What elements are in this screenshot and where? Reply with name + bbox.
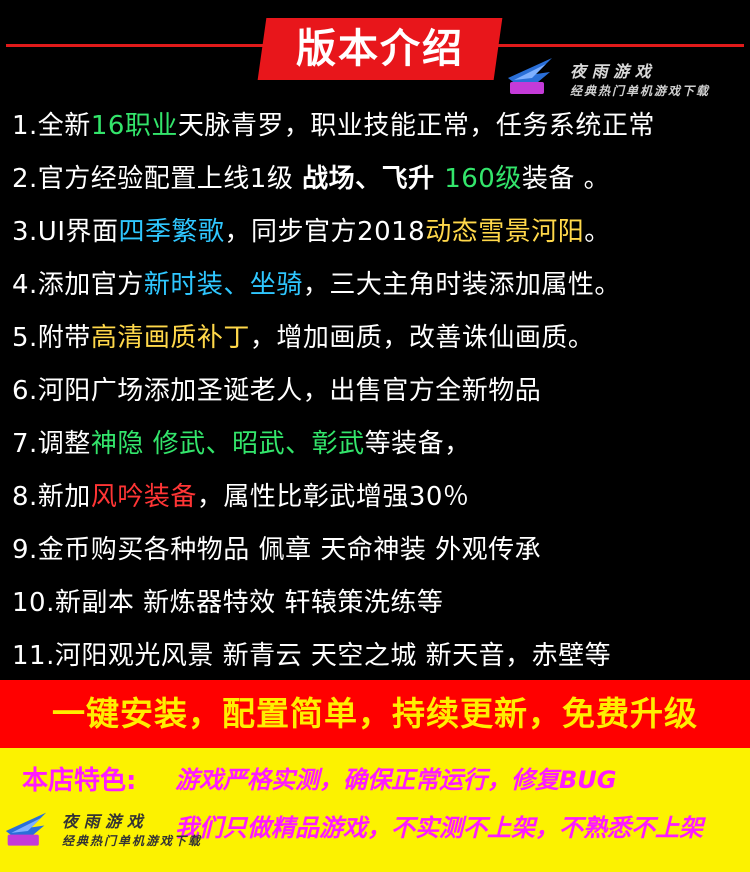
feature-text: ，属性比彰武增强30％	[196, 482, 470, 512]
feature-text: 4.添加官方	[12, 270, 144, 300]
feature-text: 10.新副本 新炼器特效 轩辕策洗练等	[12, 588, 444, 618]
bird-logo-icon	[5, 812, 47, 846]
feature-text: ，三大主角时装添加属性。	[302, 270, 621, 300]
shop-feature-line-2: 我们只做精品游戏，不实测不上架，不熟悉不上架	[175, 814, 703, 842]
shop-features-panel	[0, 748, 750, 872]
shop-feature-line-1: 游戏严格实测，确保正常运行，修复BUG	[175, 766, 617, 794]
feature-line: 2.官方经验配置上线1级 战场、飞升 160级装备 。	[12, 157, 742, 210]
brand-logo-top: 夜 雨 游 戏 经典热门单机游戏下载	[506, 56, 746, 104]
feature-text: 1.全新	[12, 111, 91, 141]
feature-text: 2.官方经验配置上线1级	[12, 164, 303, 194]
feature-text: 装备 。	[521, 164, 611, 194]
feature-highlight: 16职业	[90, 111, 178, 141]
feature-highlight: 动态雪景河阳	[425, 217, 585, 247]
feature-line: 9.金币购买各种物品 佩章 天命神装 外观传承	[12, 528, 742, 581]
page-title: 版本介绍	[296, 26, 464, 72]
bird-logo-icon	[508, 58, 552, 94]
feature-text: ，增加画质，改善诛仙画质。	[249, 323, 595, 353]
feature-text: 。	[584, 217, 611, 247]
feature-line: 10.新副本 新炼器特效 轩辕策洗练等	[12, 581, 742, 634]
brand-slogan: 经典热门单机游戏下载	[62, 834, 203, 848]
feature-text: 9.金币购买各种物品 佩章 天命神装 外观传承	[12, 535, 542, 565]
brand-name: 夜 雨 游 戏	[570, 62, 651, 81]
brand-name: 夜 雨 游 戏	[62, 812, 143, 831]
feature-list: 1.全新16职业天脉青罗，职业技能正常，任务系统正常 2.官方经验配置上线1级 战…	[12, 104, 742, 687]
shop-features-label: 本店特色:	[22, 766, 137, 796]
feature-line: 8.新加风吟装备，属性比彰武增强30％	[12, 475, 742, 528]
feature-highlight: 四季繁歌	[118, 217, 225, 247]
header-line-left	[6, 44, 268, 47]
feature-text: 7.调整	[12, 429, 91, 459]
feature-text: 天脉青罗，职业技能正常，任务系统正常	[177, 111, 655, 141]
feature-text: 8.新加	[12, 482, 91, 512]
feature-highlight: 新时装、坐骑	[143, 270, 303, 300]
feature-line: 11.河阳观光风景 新青云 天空之城 新天音，赤壁等	[12, 634, 742, 687]
promo-banner	[0, 680, 750, 748]
brand-slogan: 经典热门单机游戏下载	[570, 84, 711, 98]
feature-text: 11.河阳观光风景 新青云 天空之城 新天音，赤壁等	[12, 641, 612, 671]
feature-text: 6.河阳广场添加圣诞老人，出售官方全新物品	[12, 376, 542, 406]
feature-highlight: 风吟装备	[90, 482, 197, 512]
feature-line: 3.UI界面四季繁歌，同步官方2018动态雪景河阳。	[12, 210, 742, 263]
feature-line: 7.调整神隐 修武、昭武、彰武等装备，	[12, 422, 742, 475]
header-line-right	[494, 44, 744, 47]
feature-highlight: 高清画质补丁	[90, 323, 250, 353]
feature-highlight: 160级	[444, 164, 522, 194]
feature-highlight: 战场、飞升	[302, 164, 445, 194]
feature-text: 5.附带	[12, 323, 91, 353]
promo-banner-text: 一键安装，配置简单，持续更新，免费升级	[52, 694, 698, 733]
feature-line: 5.附带高清画质补丁，增加画质，改善诛仙画质。	[12, 316, 742, 369]
brand-logo-bottom: 夜 雨 游 戏 经典热门单机游戏下载	[4, 800, 244, 856]
feature-line: 4.添加官方新时装、坐骑，三大主角时装添加属性。	[12, 263, 742, 316]
feature-line: 6.河阳广场添加圣诞老人，出售官方全新物品	[12, 369, 742, 422]
feature-line: 1.全新16职业天脉青罗，职业技能正常，任务系统正常	[12, 104, 742, 157]
feature-highlight: 神隐 修武、昭武、彰武	[90, 429, 365, 459]
feature-text: 等装备，	[364, 429, 471, 459]
feature-text: 3.UI界面	[12, 217, 119, 247]
feature-text: ，同步官方2018	[224, 217, 426, 247]
